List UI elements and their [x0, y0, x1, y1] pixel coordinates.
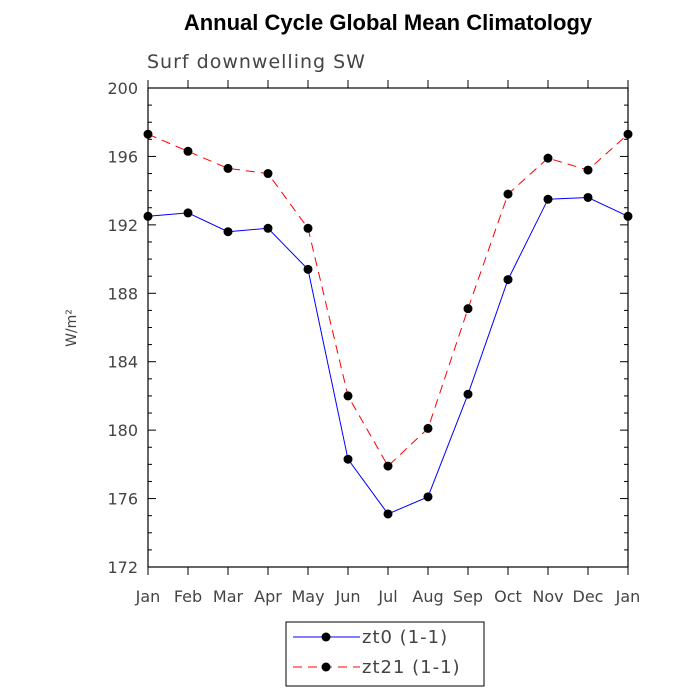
legend-label: zt0 (1-1): [362, 627, 448, 648]
legend-marker: [321, 632, 331, 642]
data-point: [383, 509, 393, 519]
data-point: [303, 264, 313, 274]
chart-title: Annual Cycle Global Mean Climatology: [184, 10, 593, 35]
axes: 172 176 180 184 188 192 196 200 Jan Feb Mar Apr May J…: [107, 79, 640, 606]
y-tick-label: 176: [107, 490, 138, 509]
y-axis-label: W/m²: [64, 309, 80, 347]
y-tick-label: 192: [107, 216, 138, 235]
data-point: [623, 129, 633, 139]
y-tick-label: 200: [107, 79, 138, 98]
data-point: [583, 165, 593, 175]
legend-marker: [321, 662, 331, 672]
data-point: [623, 211, 633, 221]
data-point: [423, 492, 433, 502]
y-tick-label: 180: [107, 421, 138, 440]
series-2: [143, 129, 633, 471]
data-point: [503, 275, 513, 285]
data-point: [303, 223, 313, 233]
data-point: [463, 304, 473, 314]
x-tick-label: Apr: [254, 587, 282, 606]
y-tick-label: 196: [107, 147, 138, 166]
data-point: [343, 391, 353, 401]
data-point: [143, 129, 153, 139]
x-tick-label: Aug: [412, 587, 443, 606]
y-tick-label: 188: [107, 284, 138, 303]
data-point: [223, 163, 233, 173]
data-point: [183, 208, 193, 218]
x-tick-label: Jan: [615, 587, 641, 606]
x-tick-label: Mar: [213, 587, 244, 606]
x-tick-label: Sep: [453, 587, 483, 606]
data-point: [183, 146, 193, 156]
legend-label: zt21 (1-1): [362, 657, 461, 678]
x-tick-label: Nov: [532, 587, 563, 606]
x-tick-label: Jul: [377, 587, 397, 606]
data-point: [223, 227, 233, 237]
data-point: [543, 153, 553, 163]
data-point: [383, 461, 393, 471]
x-tick-label: Jun: [335, 587, 361, 606]
data-point: [423, 423, 433, 433]
x-tick-label: Oct: [494, 587, 522, 606]
data-point: [343, 454, 353, 464]
data-point: [543, 194, 553, 204]
series-line: [147, 133, 629, 467]
data-point: [143, 211, 153, 221]
data-point: [463, 389, 473, 399]
series-layer: [143, 129, 633, 519]
chart-subtitle: Surf downwelling SW: [147, 51, 366, 73]
series-1: [143, 192, 633, 519]
legend: zt0 (1-1) zt21 (1-1): [285, 621, 485, 687]
data-point: [263, 223, 273, 233]
y-tick-label: 172: [107, 558, 138, 577]
data-point: [583, 192, 593, 202]
x-tick-label: May: [291, 587, 324, 606]
x-tick-label: Jan: [135, 587, 161, 606]
x-tick-label: Dec: [573, 587, 604, 606]
data-point: [503, 189, 513, 199]
data-point: [263, 169, 273, 179]
y-tick-label: 184: [107, 353, 138, 372]
plot-area-frame: [147, 87, 629, 568]
x-tick-label: Feb: [174, 587, 202, 606]
legend-box: [285, 621, 485, 687]
